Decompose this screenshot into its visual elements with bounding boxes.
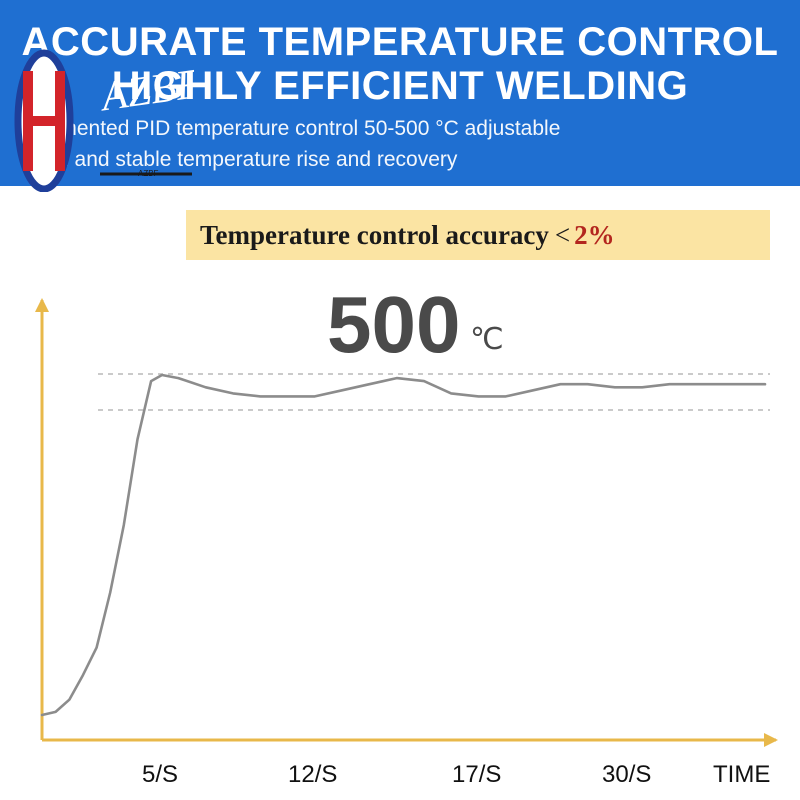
- x-tick-5s: 5/S: [142, 761, 179, 788]
- setpoint-unit: ℃: [470, 323, 504, 356]
- x-axis-arrow: [764, 733, 778, 747]
- headline-line-2: HIGHLY EFFICIENT WELDING: [111, 64, 689, 108]
- subline-line-1: Segmented PID temperature control 50-500…: [22, 117, 561, 140]
- logo-small-text: AZBF: [138, 169, 159, 178]
- y-axis-arrow: [35, 298, 49, 312]
- logo-h-mark: [23, 71, 65, 171]
- series-line-0: [40, 373, 767, 717]
- x-tick-12s: 12/S: [288, 761, 338, 788]
- accuracy-label: Temperature control accuracy: [200, 220, 549, 250]
- brand-logo: AZBF AZBF: [14, 49, 194, 192]
- x-tick-30s: 30/S: [602, 761, 652, 788]
- temperature-curve: [40, 373, 767, 717]
- x-tick-17s: 17/S: [452, 761, 502, 788]
- x-axis-label: TIME: [713, 761, 771, 788]
- accuracy-symbol: <: [554, 220, 571, 250]
- headline-line-1: ACCURATE TEMPERATURE CONTROL: [21, 20, 779, 64]
- chart-axes: [35, 298, 778, 747]
- header-banner: ACCURATE TEMPERATURE CONTROL HIGHLY EFFI…: [0, 0, 800, 186]
- tolerance-band: [98, 373, 770, 411]
- accuracy-callout: Temperature control accuracy <2%: [186, 210, 770, 260]
- setpoint-label: 500: [327, 280, 461, 369]
- subline-line-2: rapid and stable temperature rise and re…: [22, 148, 458, 171]
- accuracy-value: 2%: [574, 220, 615, 250]
